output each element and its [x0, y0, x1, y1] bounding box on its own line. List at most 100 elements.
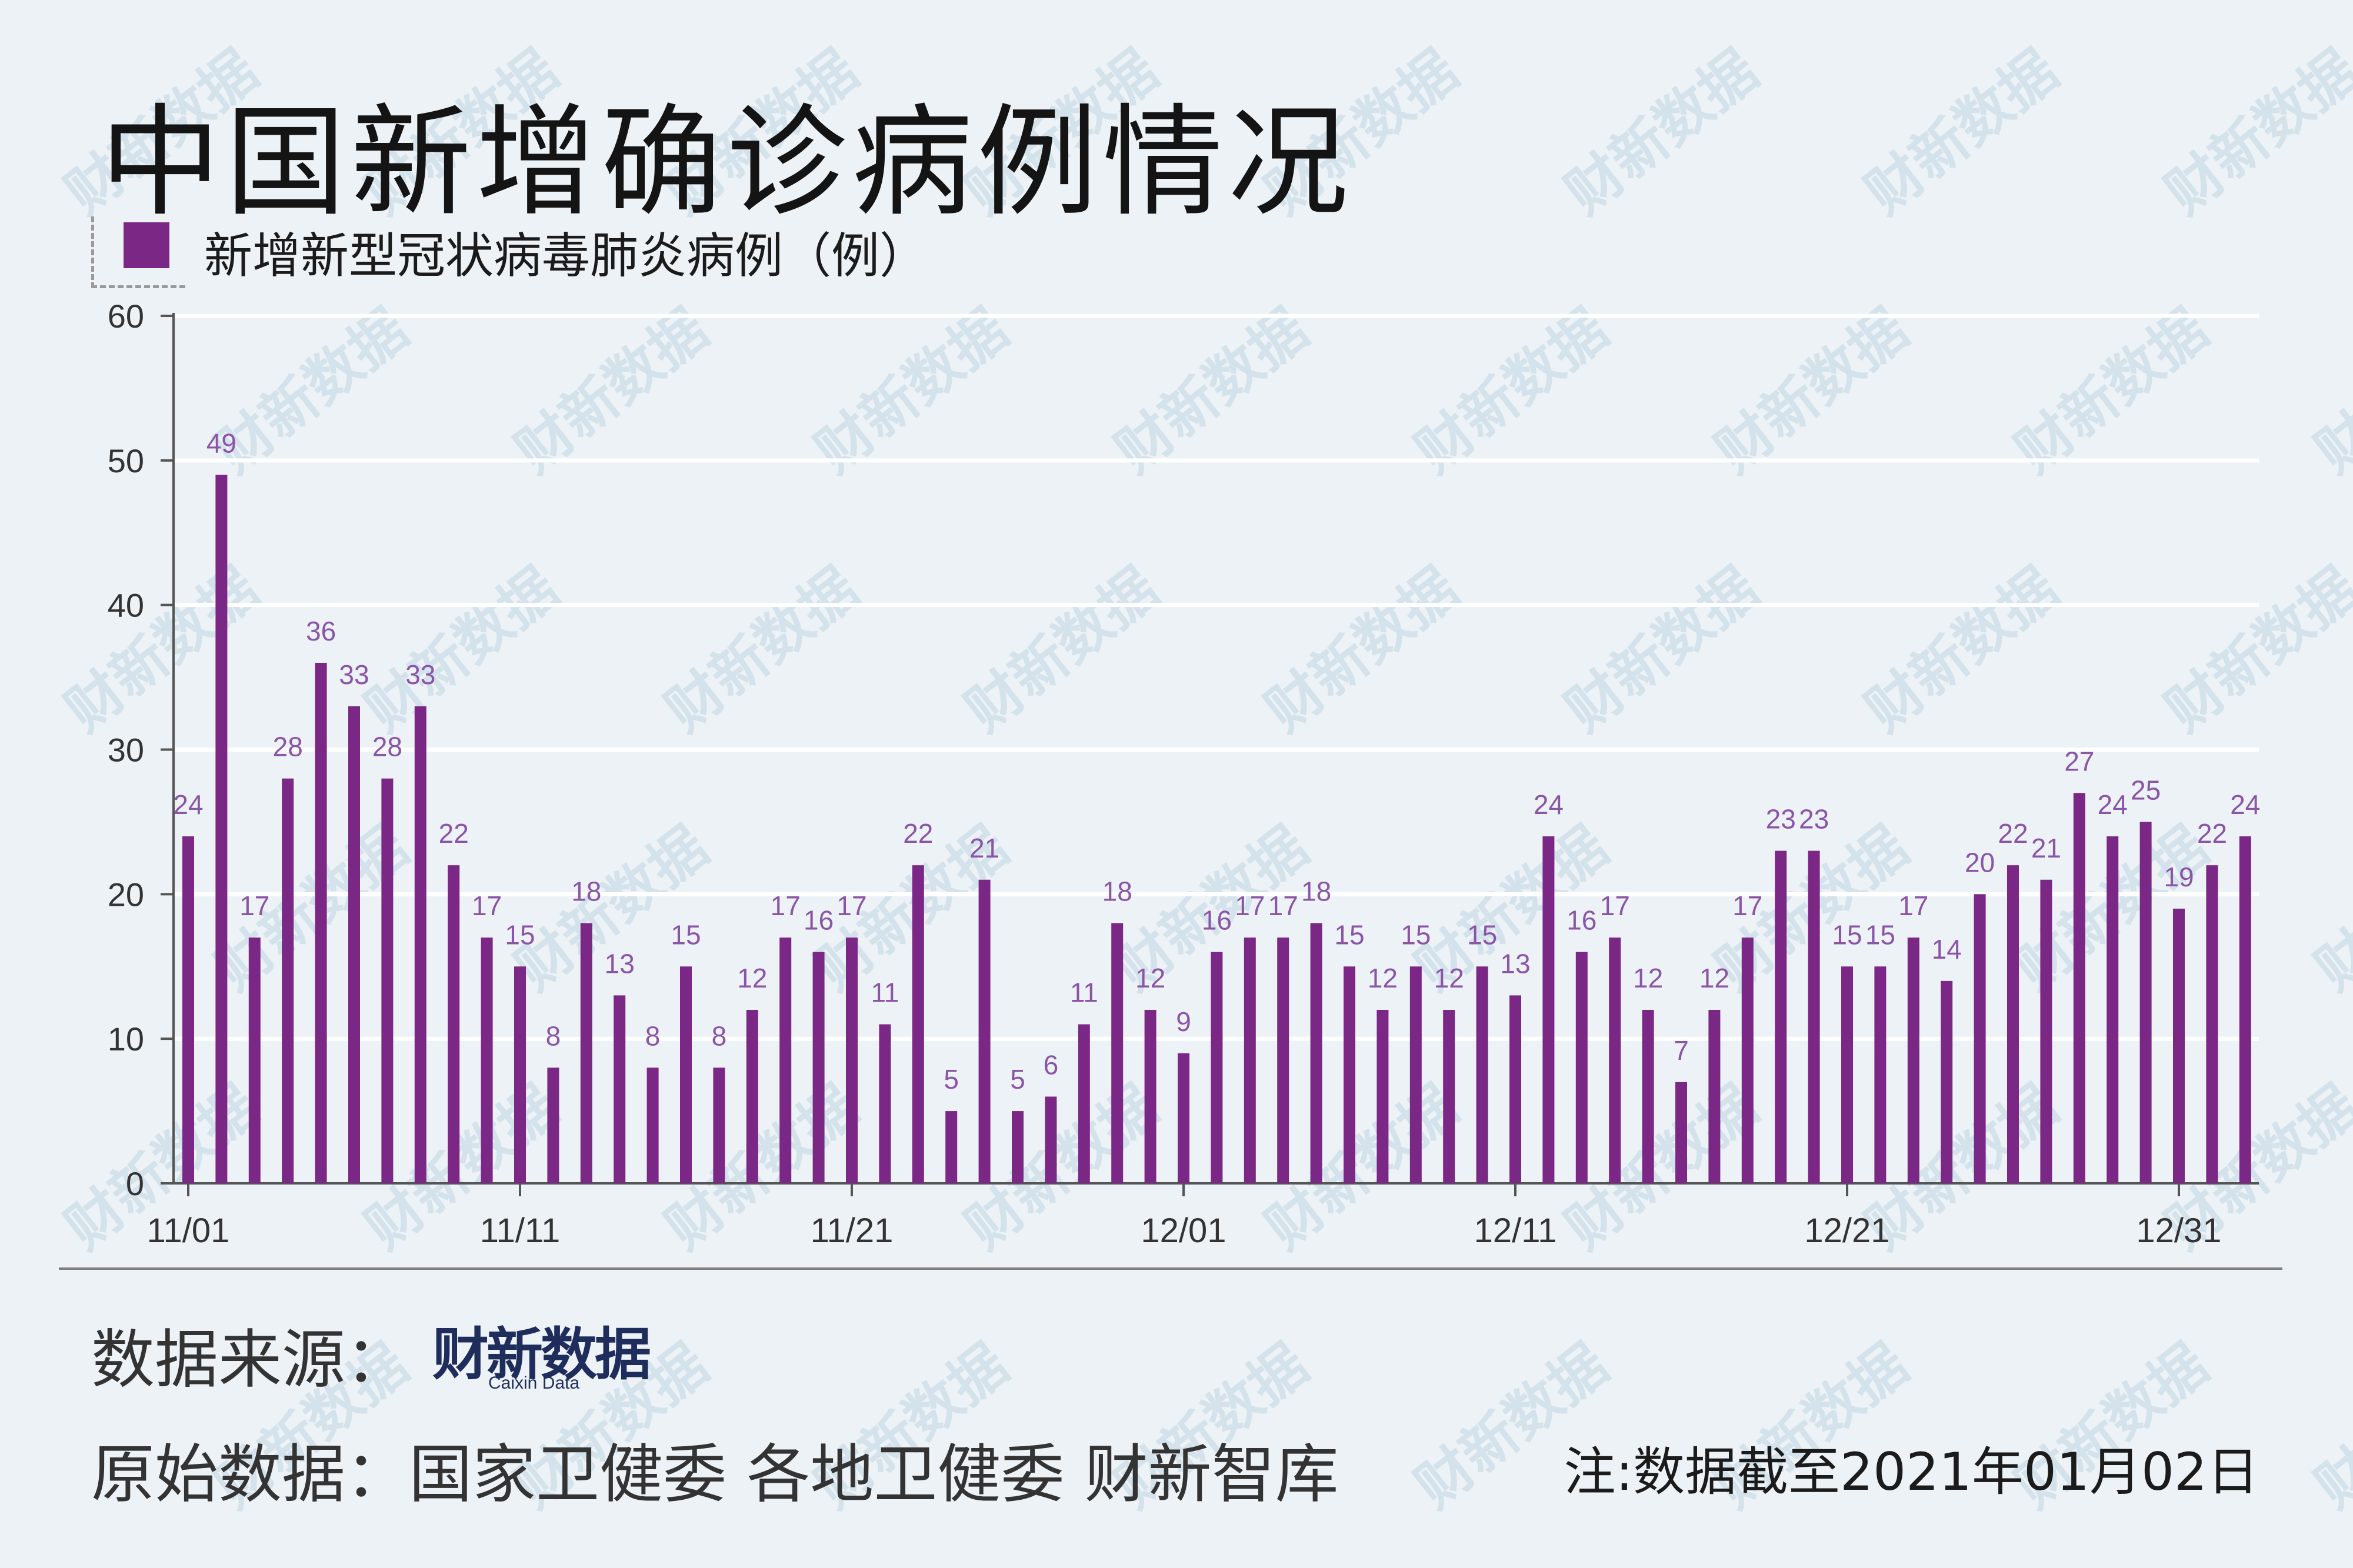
tick-labels: 0 10 20 30 40 50 60 11/01 11/11 11/21 12/01 12/11 12… [108, 298, 2222, 1250]
bar [1409, 966, 1422, 1183]
data-label: 17 [1898, 890, 1928, 921]
data-label: 28 [372, 732, 402, 762]
bar [2040, 879, 2052, 1183]
bar [614, 995, 626, 1183]
bar [2107, 836, 2119, 1183]
x-tick-label: 12/01 [1141, 1212, 1226, 1250]
bar [414, 706, 426, 1183]
bar [646, 1067, 659, 1183]
source-row: 数据来源： 财新数据 Caixin Data [91, 1303, 915, 1397]
bar [812, 952, 825, 1183]
data-label: 8 [546, 1020, 561, 1051]
data-label: 15 [1334, 919, 1364, 950]
x-tick-label: 11/11 [480, 1212, 561, 1250]
x-tick-label: 12/31 [2136, 1212, 2221, 1250]
bar [1708, 1010, 1721, 1183]
bar [182, 836, 194, 1183]
bar [1277, 938, 1289, 1183]
bar [580, 923, 592, 1183]
data-label: 12 [1633, 963, 1663, 993]
bar [713, 1067, 725, 1183]
data-label: 17 [472, 890, 502, 921]
data-label: 21 [2031, 833, 2061, 863]
y-tick-label: 30 [108, 732, 144, 769]
data-label: 12 [1434, 963, 1464, 993]
data-label: 28 [273, 732, 303, 762]
data-label: 24 [2098, 789, 2128, 820]
data-label: 12 [1699, 963, 1729, 993]
x-tick-label: 11/01 [147, 1212, 230, 1250]
data-label: 22 [439, 818, 469, 849]
data-label: 11 [1070, 978, 1098, 1008]
data-label: 15 [671, 919, 701, 950]
y-tick-label: 50 [108, 442, 144, 479]
bar [1111, 923, 1124, 1183]
bar [315, 663, 327, 1183]
y-tick-label: 60 [108, 298, 144, 335]
data-label: 15 [1865, 919, 1895, 950]
bar [680, 966, 692, 1183]
bar [846, 938, 858, 1183]
data-label: 7 [1674, 1035, 1689, 1066]
data-cutoff-note: 注:数据截至2021年01月02日 [1564, 1442, 2259, 1502]
bar [1509, 995, 1521, 1183]
bar [348, 706, 360, 1183]
bar [945, 1111, 958, 1183]
y-tick-label: 10 [108, 1020, 144, 1057]
bar [879, 1024, 891, 1183]
data-label: 8 [712, 1020, 727, 1051]
data-label: 17 [1235, 890, 1265, 921]
data-label: 17 [1268, 890, 1298, 921]
data-label: 22 [903, 818, 933, 849]
bar [282, 778, 294, 1183]
legend-swatch [124, 222, 169, 268]
data-label: 9 [1176, 1006, 1191, 1037]
x-tick-label: 11/21 [811, 1212, 894, 1250]
data-label: 8 [645, 1020, 661, 1051]
data-label: 17 [239, 890, 269, 921]
bars [182, 475, 2251, 1183]
data-label: 18 [1301, 876, 1331, 907]
bar [1941, 980, 1953, 1183]
data-label: 6 [1044, 1050, 1059, 1080]
x-tick-label: 12/11 [1474, 1212, 1557, 1250]
bar [1974, 894, 1986, 1183]
bar [1310, 923, 1322, 1183]
data-label: 12 [1368, 963, 1398, 993]
data-label: 17 [836, 890, 866, 921]
chart-title: 中国新增确诊病例情况 [100, 93, 1353, 233]
bar [481, 938, 493, 1183]
watermark: 财新数据 [2304, 1332, 2353, 1521]
data-label: 22 [2197, 818, 2227, 849]
bar [215, 475, 228, 1183]
bar [2139, 822, 2152, 1183]
data-label: 24 [173, 789, 203, 820]
bar [1244, 938, 1256, 1183]
logo-subtext: Caixin Data [488, 1373, 580, 1393]
bar [248, 938, 261, 1183]
y-tick-label: 40 [108, 587, 144, 624]
bar [514, 966, 526, 1183]
data-label: 21 [969, 833, 999, 863]
data-label: 27 [2064, 746, 2094, 776]
bar [912, 865, 924, 1183]
bar [779, 938, 792, 1183]
bar [1741, 938, 1754, 1183]
bar [547, 1067, 559, 1183]
bar [2073, 793, 2085, 1183]
bar [2173, 908, 2185, 1183]
caixin-data-logo: 财新数据 Caixin Data [432, 1309, 750, 1397]
bar [1476, 966, 1488, 1183]
logo-text: 财新数据 [432, 1322, 651, 1387]
data-label: 11 [871, 978, 899, 1008]
bar [1874, 966, 1887, 1183]
bar [1012, 1111, 1024, 1183]
data-label: 18 [1102, 876, 1132, 907]
data-label: 24 [1534, 789, 1564, 820]
y-tick-label: 20 [108, 876, 144, 913]
data-label: 15 [1401, 919, 1431, 950]
y-tick-label: 0 [126, 1165, 144, 1202]
bar [1609, 938, 1621, 1183]
bar [746, 1010, 758, 1183]
